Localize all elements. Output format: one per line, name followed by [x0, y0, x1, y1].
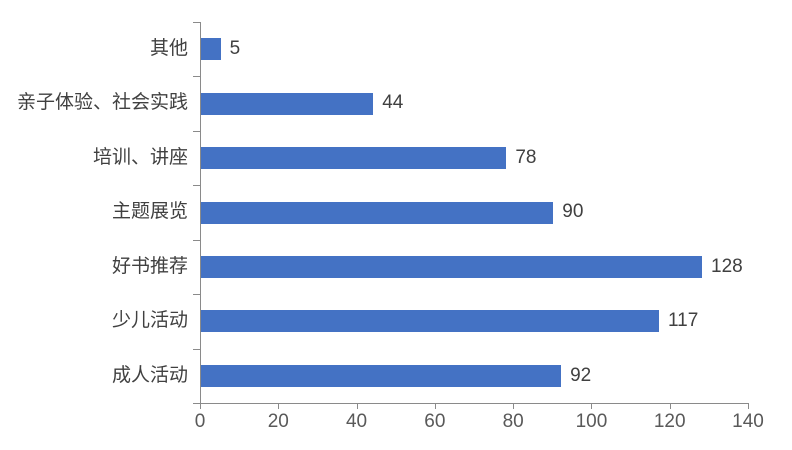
x-axis-tick [434, 404, 436, 409]
value-label: 90 [562, 201, 584, 223]
x-axis-tick [278, 404, 280, 409]
bar [201, 92, 374, 115]
bar [201, 310, 659, 333]
x-axis-tick [748, 404, 749, 409]
y-axis-tick [193, 130, 200, 132]
y-axis-line [200, 22, 201, 404]
x-axis-line [200, 403, 749, 404]
x-axis-tick-label: 60 [424, 411, 446, 432]
y-axis-tick [193, 239, 200, 241]
value-label: 44 [382, 92, 404, 114]
category-label: 其他 [149, 38, 188, 59]
bar [201, 201, 554, 224]
x-axis-tick [669, 404, 671, 409]
y-axis-tick [193, 76, 200, 78]
y-axis-tick [193, 403, 200, 404]
category-label: 培训、讲座 [92, 146, 188, 168]
x-axis-tick [356, 404, 358, 409]
x-axis-tick-label: 80 [502, 411, 524, 432]
category-label: 成人活动 [111, 364, 188, 386]
bar [201, 364, 562, 387]
y-axis-tick [193, 294, 200, 296]
x-axis-tick [200, 404, 201, 409]
x-axis-tick-label: 100 [575, 411, 608, 432]
category-label: 好书推荐 [111, 255, 188, 277]
category-label: 主题展览 [111, 201, 188, 223]
category-label: 少儿活动 [111, 310, 188, 332]
x-axis-tick-label: 140 [732, 411, 764, 432]
y-axis-tick [193, 185, 200, 187]
x-axis-tick-label: 40 [345, 411, 368, 432]
y-axis-tick [193, 348, 200, 350]
x-axis-tick-label: 20 [267, 411, 289, 432]
value-label: 78 [515, 146, 537, 168]
y-axis-tick [193, 22, 200, 23]
bar [201, 147, 507, 170]
category-label: 亲子体验、社会实践 [16, 92, 188, 114]
x-axis-tick-label: 0 [194, 411, 206, 432]
bar [201, 38, 221, 61]
value-label: 5 [229, 38, 241, 59]
value-label: 128 [711, 255, 743, 277]
value-label: 92 [570, 364, 592, 386]
bar [201, 255, 703, 278]
x-axis-tick-label: 120 [653, 411, 686, 432]
x-axis-tick [591, 404, 593, 409]
value-label: 117 [667, 310, 699, 332]
x-axis-tick [513, 404, 515, 409]
